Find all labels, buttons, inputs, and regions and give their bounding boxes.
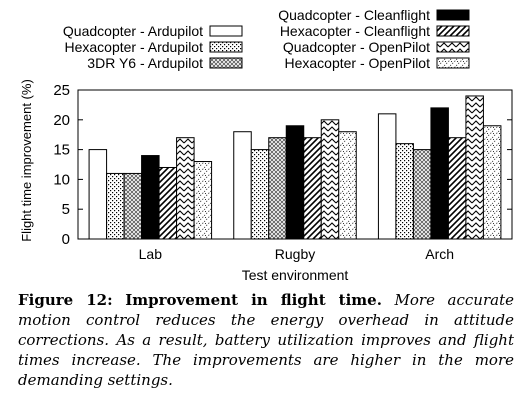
bar	[268, 137, 287, 240]
bar	[465, 95, 484, 240]
bar	[377, 113, 397, 240]
figure-caption: Figure 12: Improvement in flight time. M…	[18, 290, 514, 390]
bars	[88, 95, 502, 240]
bar	[430, 107, 449, 240]
legend-swatch	[209, 25, 243, 37]
figure-label: Figure 12:	[18, 291, 113, 309]
bar	[250, 149, 270, 240]
axes: 0 5 10 15 20 25 Flight time improvement (%) Tes…	[19, 79, 513, 283]
bar	[158, 166, 178, 240]
bar	[320, 119, 340, 240]
y-tick-label: 10	[53, 171, 70, 188]
legend-label: Quadcopter - Cleanflight	[278, 7, 430, 23]
bar	[303, 137, 322, 240]
x-tick-label: Lab	[139, 246, 163, 262]
bar	[395, 143, 414, 240]
legend-swatch	[436, 57, 470, 69]
bar	[123, 172, 143, 240]
x-axis-label: Test environment	[242, 267, 349, 283]
legend-label: Hexacopter - OpenPilot	[284, 55, 430, 71]
bar	[285, 125, 305, 240]
legend-swatch	[436, 9, 470, 21]
bar	[106, 172, 125, 240]
bar	[193, 161, 213, 240]
legend-label: Hexacopter - Ardupilot	[64, 39, 203, 55]
y-tick-label: 15	[53, 142, 70, 159]
legend-swatch	[209, 41, 243, 53]
bar	[141, 155, 160, 240]
bar	[176, 137, 195, 240]
bar	[338, 131, 357, 240]
legend-label: Hexacopter - Cleanflight	[280, 23, 430, 39]
legend-swatch	[436, 25, 470, 37]
legend-label: Quadcopter - Ardupilot	[63, 23, 203, 39]
y-tick-label: 0	[62, 231, 70, 248]
legend-label: 3DR Y6 - Ardupilot	[87, 55, 203, 71]
x-tick-label: Rugby	[275, 246, 315, 262]
legend-swatch	[436, 41, 470, 53]
bar	[233, 131, 252, 240]
legend-label: Quadcopter - OpenPilot	[283, 39, 430, 55]
y-tick-label: 20	[53, 112, 70, 129]
y-tick-label: 5	[62, 201, 70, 218]
y-tick-label: 25	[53, 82, 70, 99]
legend-swatch	[209, 57, 243, 69]
y-axis-label: Flight time improvement (%)	[19, 79, 34, 242]
caption-text: More accurate motion control reduces the…	[18, 291, 514, 389]
x-tick-label: Arch	[425, 246, 454, 262]
bar	[447, 137, 467, 240]
bar	[88, 149, 108, 240]
bar	[482, 125, 502, 240]
figure-title: Improvement in flight time.	[125, 291, 382, 309]
bar	[412, 149, 432, 240]
